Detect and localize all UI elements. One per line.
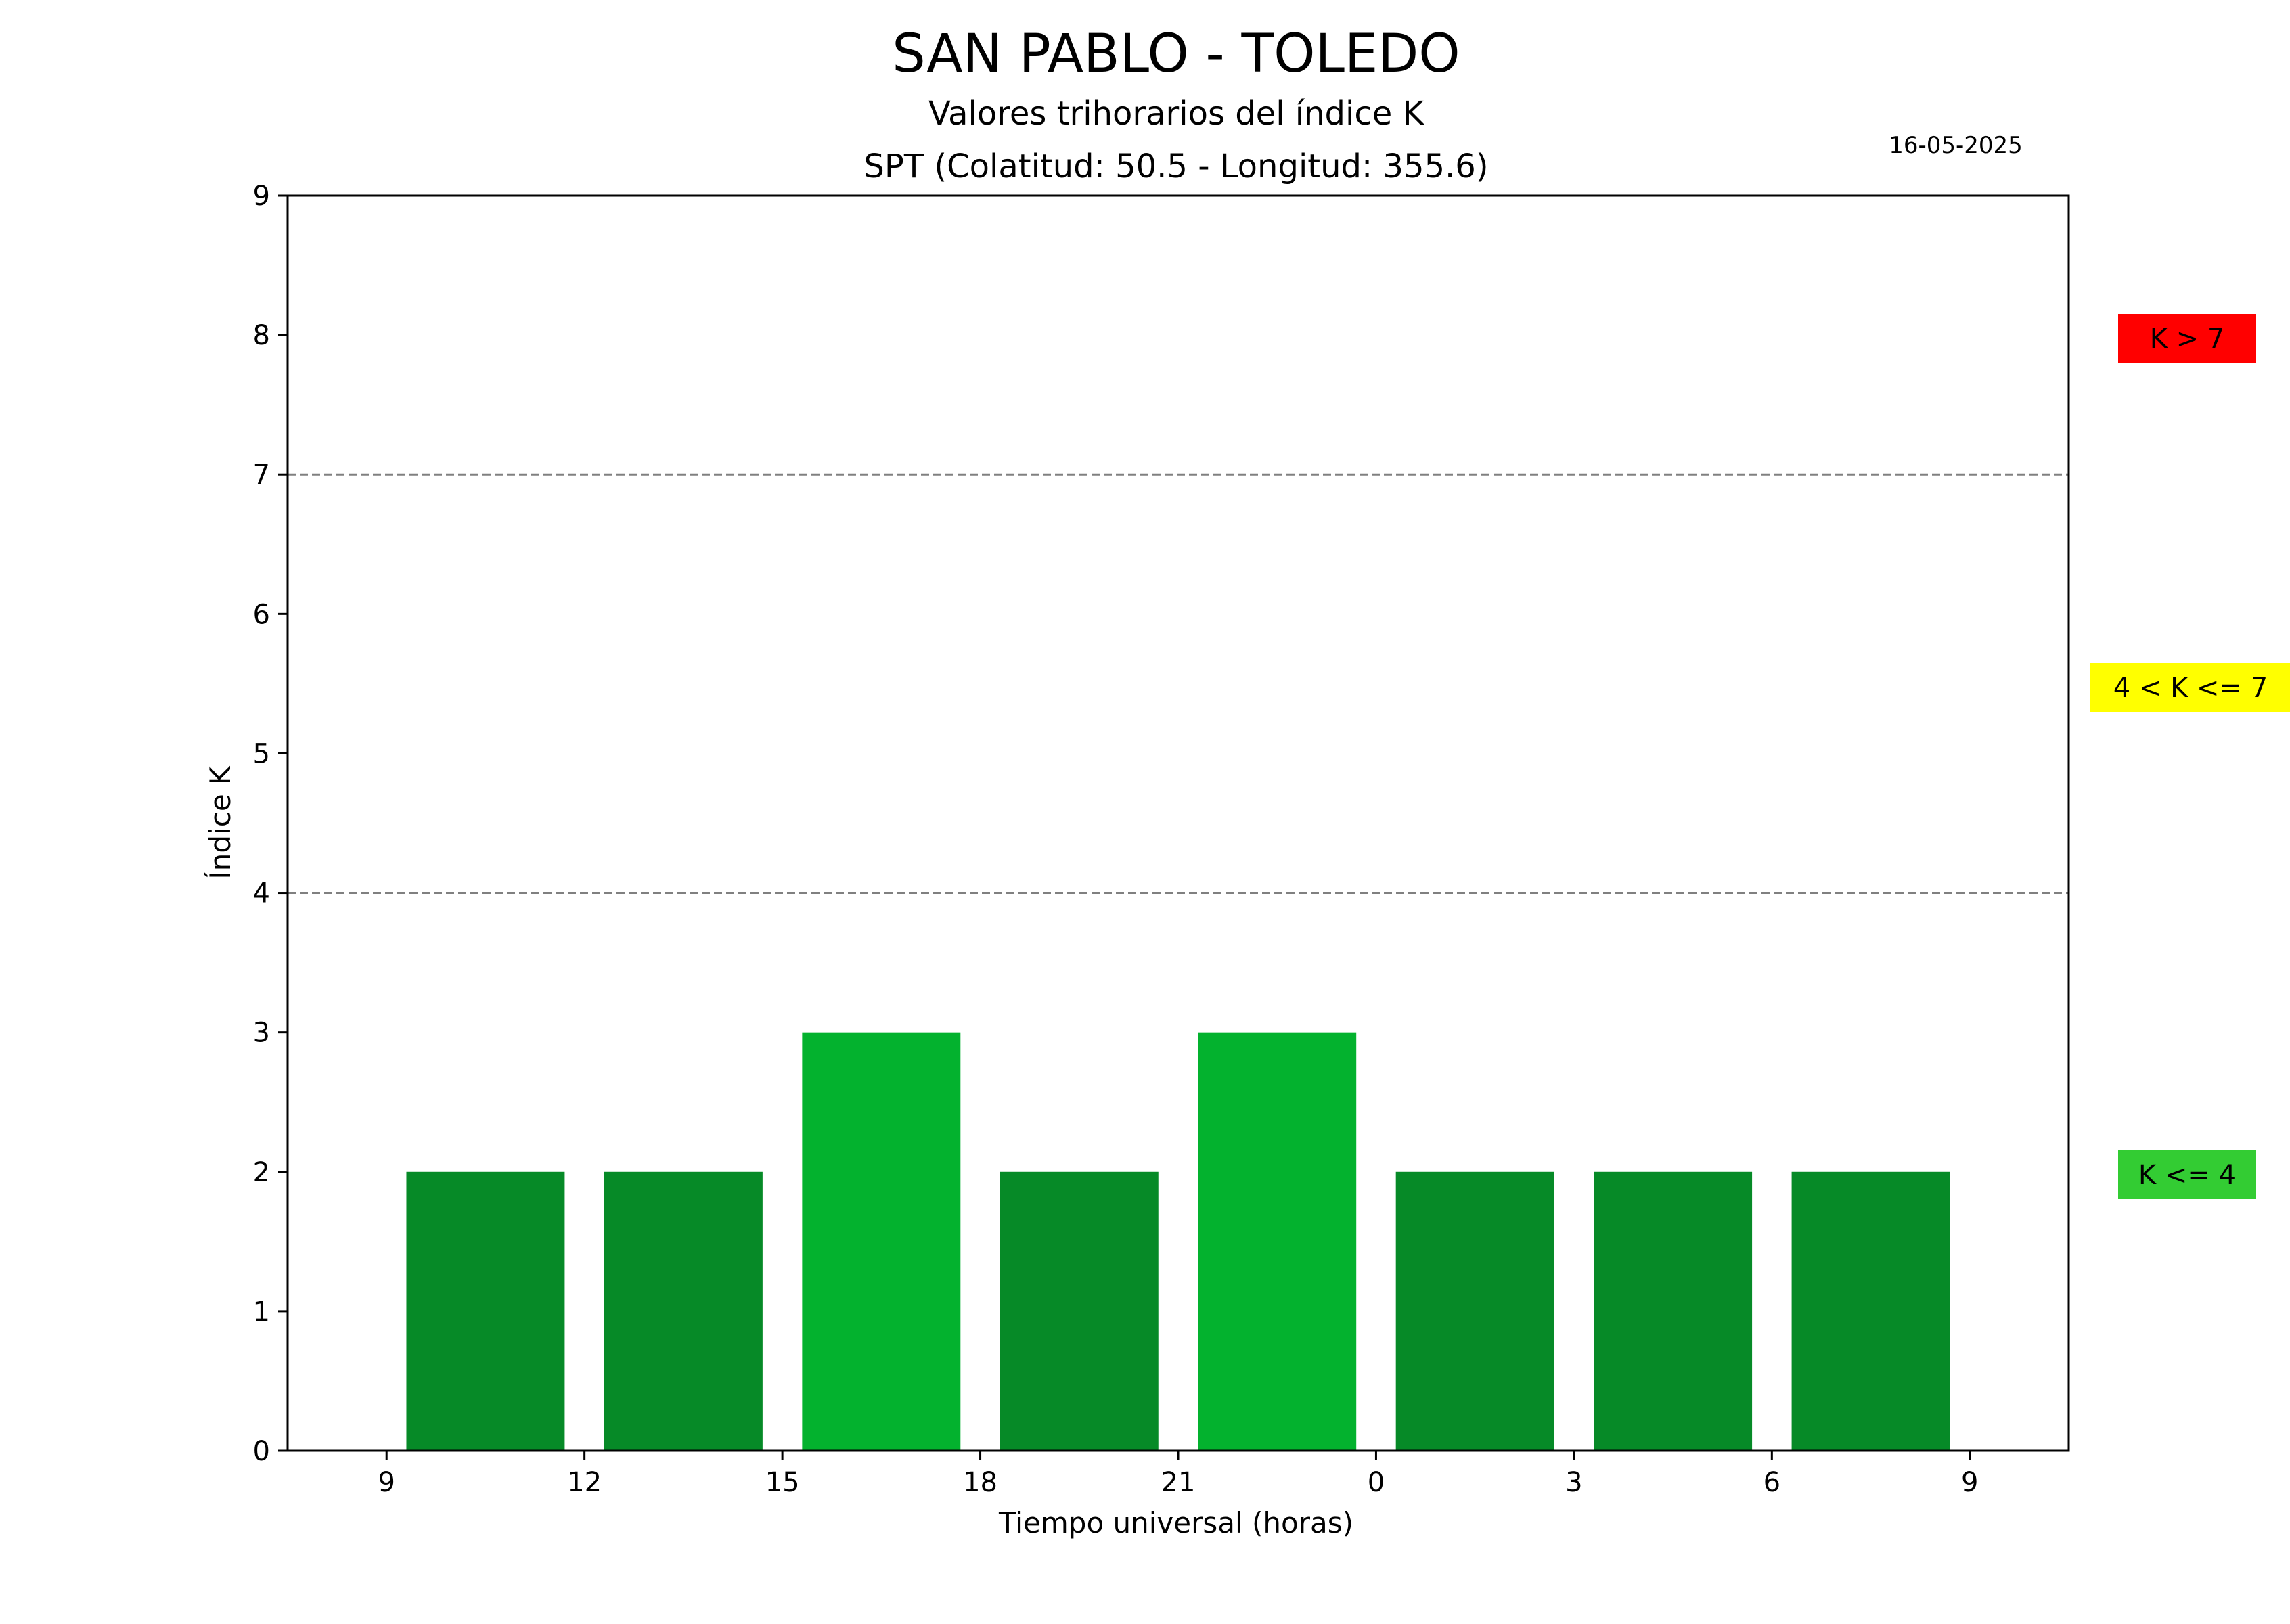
legend-label: K <= 4	[2138, 1160, 2236, 1191]
y-tick-label: 4	[253, 878, 270, 909]
bars	[406, 1032, 1950, 1451]
chart-subtitle: Valores trihorarios del índice K	[928, 95, 1425, 133]
bar-0-3	[1395, 1171, 1554, 1451]
y-tick-label: 8	[253, 320, 270, 351]
x-axis-label: Tiempo universal (horas)	[998, 1506, 1353, 1539]
y-tick-label: 0	[253, 1436, 270, 1467]
bar-15-18	[802, 1032, 961, 1451]
x-tick-label: 6	[1764, 1467, 1780, 1498]
x-tick-label: 9	[378, 1467, 395, 1498]
x-tick-label: 3	[1565, 1467, 1582, 1498]
y-tick-label: 9	[253, 181, 270, 212]
bar-9-12	[406, 1171, 565, 1451]
x-tick-label: 15	[765, 1467, 800, 1498]
x-tick-label: 21	[1161, 1467, 1196, 1498]
legend-box	[2090, 663, 2290, 712]
bar-18-21	[1000, 1171, 1159, 1451]
y-tick-label: 7	[253, 459, 270, 491]
threshold-lines	[288, 473, 2069, 895]
x-axis: 9 12 15 18 21 0 3 6 9	[378, 1451, 1979, 1498]
y-axis-label: Índice K	[203, 765, 237, 880]
y-tick-label: 2	[253, 1157, 270, 1188]
legend-label: 4 < K <= 7	[2113, 673, 2268, 704]
legend: K > 7 4 < K <= 7 K <= 4	[2090, 314, 2290, 1199]
legend-box	[2118, 314, 2256, 363]
x-tick-label: 18	[963, 1467, 997, 1498]
bar-12-15	[604, 1171, 763, 1451]
x-tick-label: 0	[1368, 1467, 1385, 1498]
y-tick-label: 3	[253, 1018, 270, 1049]
station-info: SPT (Colatitud: 50.5 - Longitud: 355.6)	[863, 148, 1488, 185]
legend-box	[2118, 1150, 2256, 1199]
chart-date: 16-05-2025	[1889, 132, 2023, 159]
bar-21-0	[1198, 1032, 1357, 1451]
bar-3-6	[1594, 1171, 1753, 1451]
chart-title: SAN PABLO - TOLEDO	[892, 24, 1460, 85]
y-tick-label: 1	[253, 1296, 270, 1328]
bar-6-9	[1791, 1171, 1950, 1451]
y-tick-label: 6	[253, 599, 270, 630]
x-tick-label: 9	[1961, 1467, 1978, 1498]
x-tick-label: 12	[567, 1467, 602, 1498]
legend-label: K > 7	[2150, 323, 2225, 355]
y-axis: 0 1 2 3 4 5 6 7 8 9	[253, 181, 288, 1467]
y-tick-label: 5	[253, 738, 270, 769]
